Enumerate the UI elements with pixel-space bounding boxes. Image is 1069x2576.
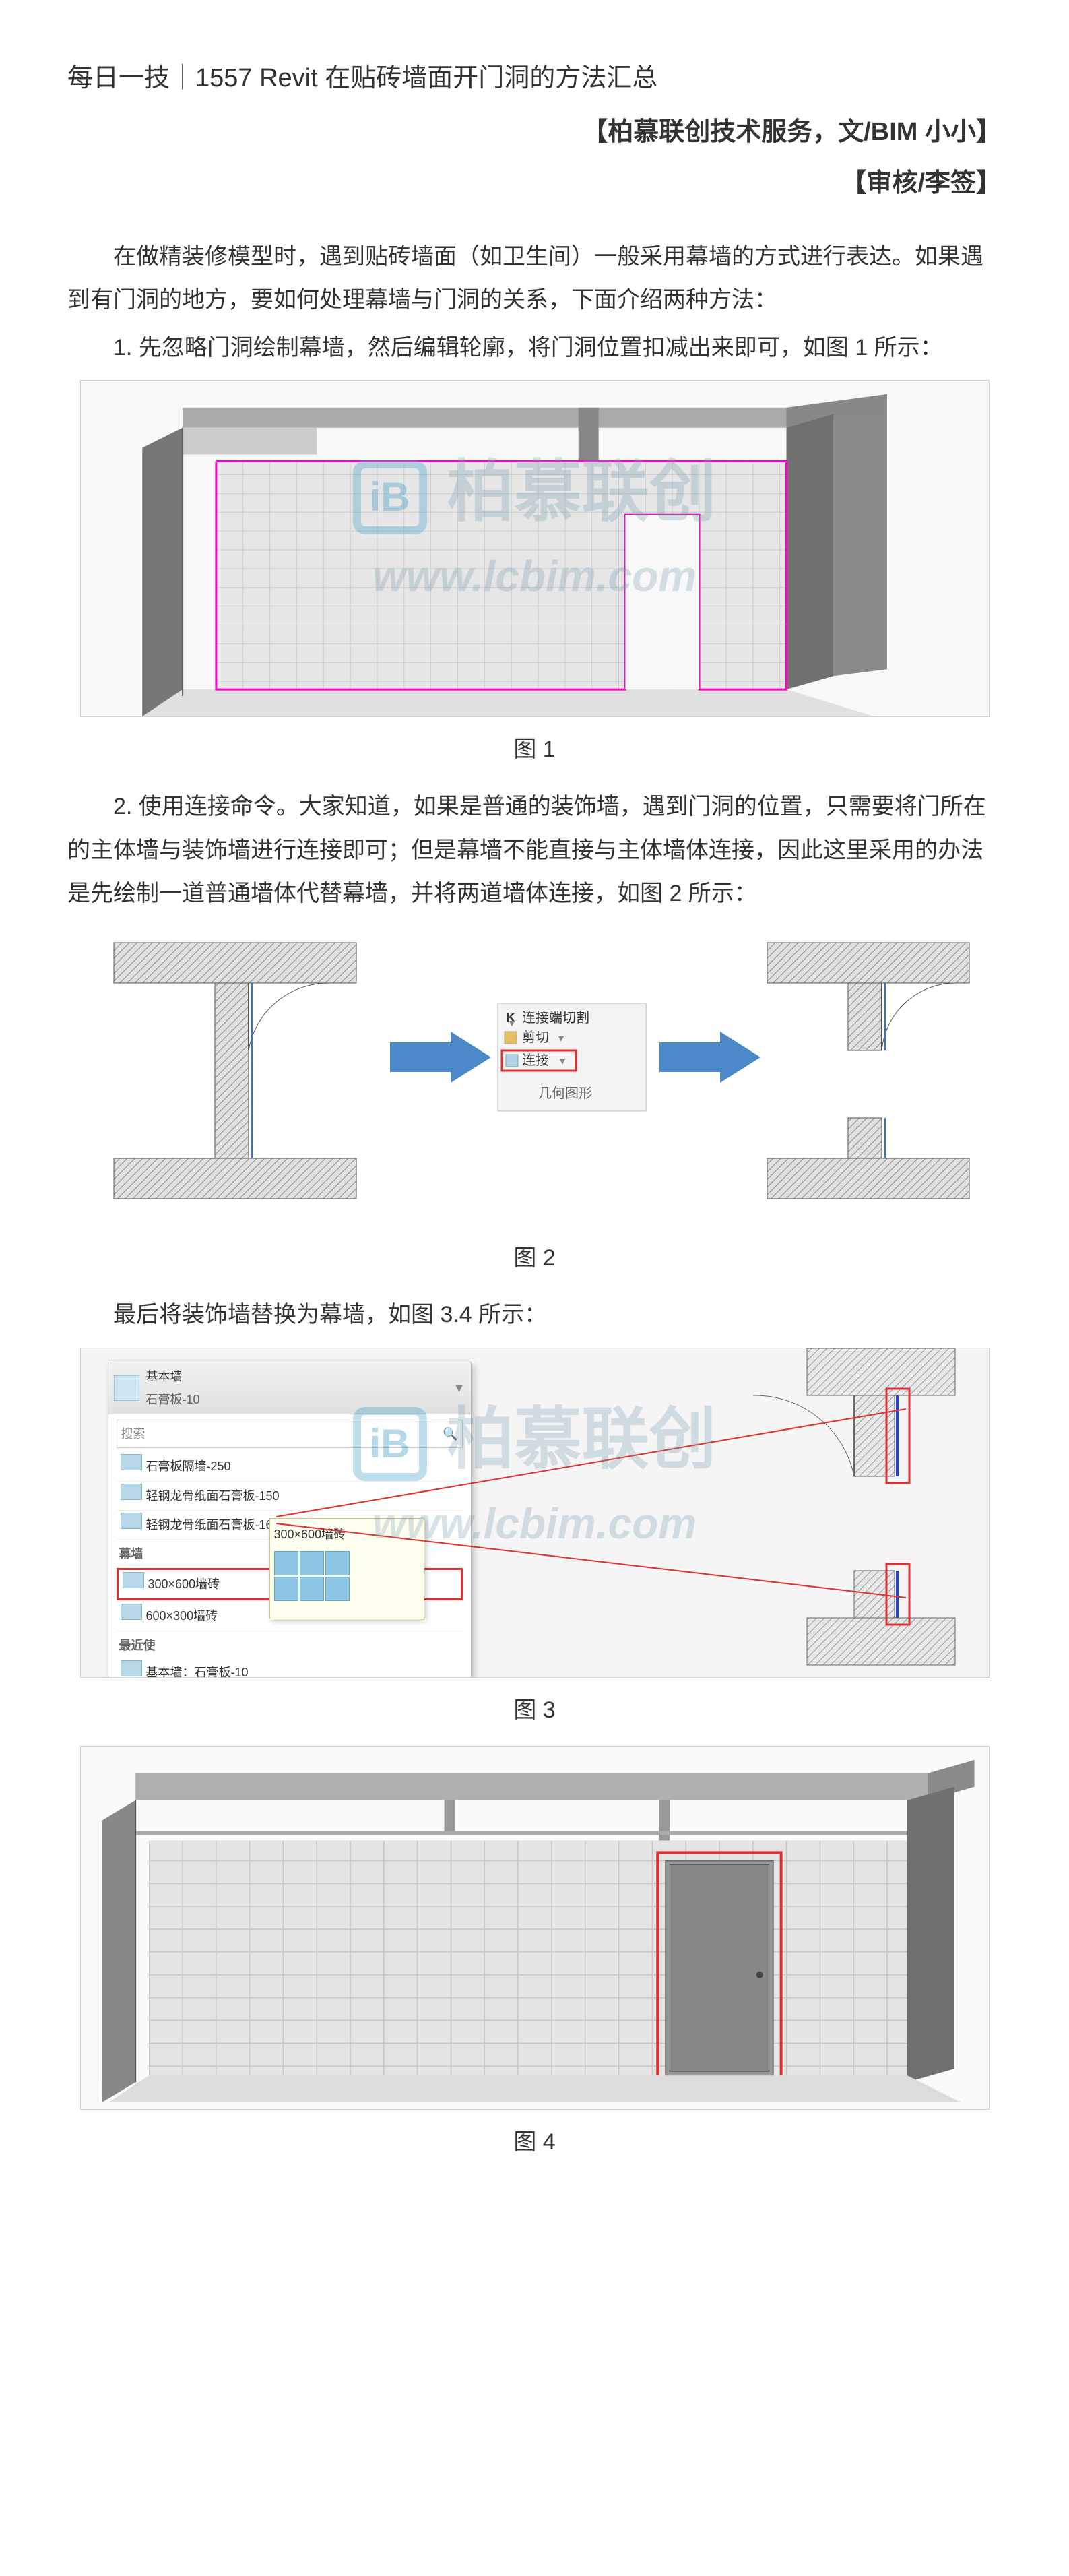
type-item[interactable]: 基本墙：石膏板-10 xyxy=(117,1658,463,1678)
type-tooltip: 300×600墙砖 xyxy=(269,1518,424,1619)
join-menu: K 连接端切割 ▼ 剪切 ▾ 连接 ▾ 几何图形 xyxy=(498,1003,646,1111)
fig4-svg xyxy=(81,1747,989,2109)
caption-3: 图 3 xyxy=(67,1689,1002,1732)
figure-3: 基本墙 石膏板-10 ▼ 搜索 🔍 石膏板隔墙-250 轻钢龙骨纸面石膏板-15… xyxy=(80,1348,990,1678)
fig3-plan xyxy=(484,1348,969,1678)
chevron-down-icon: ▼ xyxy=(453,1377,465,1400)
article-title: 每日一技｜1557 Revit 在贴砖墙面开门洞的方法汇总 xyxy=(67,54,1002,102)
category-recent: 最近使 xyxy=(117,1631,463,1658)
svg-text:▾: ▾ xyxy=(558,1033,564,1044)
svg-text:▼: ▼ xyxy=(507,1017,517,1028)
svg-text:▾: ▾ xyxy=(560,1056,565,1067)
paragraph-intro: 在做精装修模型时，遇到贴砖墙面（如卫生间）一般采用幕墙的方式进行表达。如果遇到有… xyxy=(67,235,1002,322)
fig1-svg xyxy=(81,381,989,716)
figure-2: K 连接端切割 ▼ 剪切 ▾ 连接 ▾ 几何图形 xyxy=(80,922,990,1226)
figure-4 xyxy=(80,1746,990,2110)
type-item[interactable]: 石膏板隔墙-250 xyxy=(117,1452,463,1481)
caption-4: 图 4 xyxy=(67,2121,1002,2164)
menu-join: 连接 xyxy=(522,1053,549,1068)
type-item[interactable]: 轻钢龙骨纸面石膏板-150 xyxy=(117,1482,463,1511)
menu-trim: 连接端切割 xyxy=(522,1010,589,1026)
header-sub: 石膏板-10 xyxy=(146,1388,200,1411)
search-icon: 🔍 xyxy=(443,1422,457,1445)
method-2: 2. 使用连接命令。大家知道，如果是普通的装饰墙，遇到门洞的位置，只需要将门所在… xyxy=(67,785,1002,916)
fig2-svg: K 连接端切割 ▼ 剪切 ▾ 连接 ▾ 几何图形 xyxy=(80,922,990,1226)
dropdown-header[interactable]: 基本墙 石膏板-10 ▼ xyxy=(108,1362,471,1414)
caption-2: 图 2 xyxy=(67,1236,1002,1280)
tile-preview-icon xyxy=(274,1551,420,1601)
menu-cut: 剪切 xyxy=(522,1030,549,1045)
header-top: 基本墙 xyxy=(146,1365,200,1388)
reviewer-line: 【审核/李签】 xyxy=(67,159,1002,208)
menu-geom: 几何图形 xyxy=(538,1086,592,1101)
search-input[interactable]: 搜索 🔍 xyxy=(117,1420,463,1448)
byline: 【柏慕联创技术服务，文/BIM 小小】 xyxy=(67,108,1002,156)
method-1: 1. 先忽略门洞绘制幕墙，然后编辑轮廓，将门洞位置扣减出来即可，如图 1 所示： xyxy=(67,326,1002,370)
figure-1: iB柏慕联创 www.lcbim.com xyxy=(80,380,990,717)
paragraph-3: 最后将装饰墙替换为幕墙，如图 3.4 所示： xyxy=(67,1293,1002,1337)
type-thumb-icon xyxy=(114,1375,139,1401)
caption-1: 图 1 xyxy=(67,728,1002,772)
tooltip-title: 300×600墙砖 xyxy=(274,1523,420,1546)
